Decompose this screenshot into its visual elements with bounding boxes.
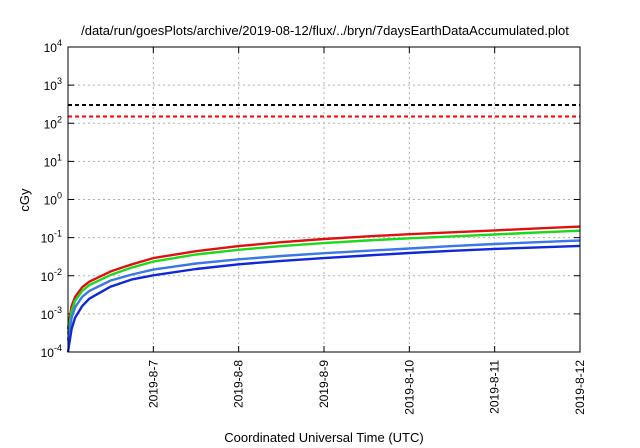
y-tick-label: 101	[44, 152, 62, 169]
series-lines	[66, 225, 581, 353]
series-line	[66, 239, 581, 341]
y-tick-label: 10-4	[41, 343, 62, 360]
y-tick-label: 100	[44, 191, 62, 208]
series-line	[66, 229, 581, 334]
x-axis-label: Coordinated Universal Time (UTC)	[224, 430, 423, 445]
y-axis-label: cGy	[17, 188, 32, 212]
x-tick-label: 2019-8-7	[146, 360, 160, 408]
y-tick-label: 10-3	[41, 305, 62, 322]
chart-title: /data/run/goesPlots/archive/2019-08-12/f…	[81, 23, 569, 38]
x-tick-label: 2019-8-8	[232, 360, 246, 408]
y-tick-label: 10-1	[41, 229, 62, 246]
x-tick-label: 2019-8-12	[573, 360, 587, 415]
threshold-lines	[68, 104, 580, 118]
x-tick-label: 2019-8-10	[402, 360, 416, 415]
y-tick-label: 104	[44, 38, 62, 55]
x-tick-labels: 2019-8-7 2019-8-8 2019-8-9 2019-8-10 2019-8-…	[146, 360, 587, 415]
series-line	[66, 244, 581, 353]
x-tick-label: 2019-8-11	[488, 360, 502, 414]
x-tick-label: 2019-8-9	[317, 360, 331, 408]
series-line	[66, 225, 581, 330]
y-tick-label: 103	[44, 76, 62, 93]
grid	[68, 47, 580, 352]
y-tick-labels: 10-4 10-3 10-2 10-1 100 101 102 103 104	[41, 38, 62, 360]
plot-frame	[67, 46, 581, 353]
y-tick-label: 10-2	[41, 267, 62, 284]
y-tick-label: 102	[44, 114, 62, 131]
